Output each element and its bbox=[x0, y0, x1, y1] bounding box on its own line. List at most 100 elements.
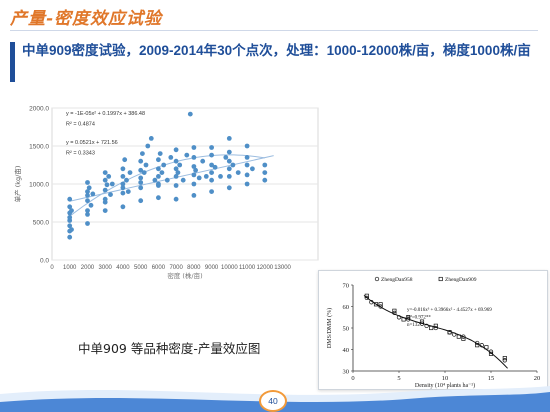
y-tick-label: 30 bbox=[343, 369, 350, 376]
regression-annotation: R²=0.972** bbox=[407, 315, 431, 321]
scatter-point bbox=[209, 177, 215, 183]
scatter-point bbox=[187, 111, 193, 117]
density-yield-scatter-svg: 0.0 500.0 1000.0 1500.0 2000.0 0 1000 2000 3000 4… bbox=[13, 106, 319, 280]
scatter-point bbox=[209, 145, 215, 150]
scatter-point bbox=[156, 166, 161, 172]
scatter-point bbox=[262, 162, 268, 168]
scatter-point bbox=[191, 164, 197, 169]
zhengdan909-point bbox=[401, 317, 406, 322]
zhengdan958-point bbox=[364, 295, 369, 301]
x-tick-label: 5000 bbox=[134, 265, 148, 271]
scatter-point bbox=[173, 196, 179, 202]
dms-density-inset-chart: 30 40 50 60 70 0 5 10 15 20 DMS/DMM (%) Density (10… bbox=[318, 270, 548, 390]
scatter-point bbox=[138, 198, 144, 204]
scatter-point bbox=[209, 152, 215, 158]
scatter-point bbox=[226, 174, 232, 179]
legend-label-zhengdan958: ZhengDan958 bbox=[381, 277, 413, 283]
zhengdan958-point bbox=[392, 310, 397, 316]
scatter-point bbox=[138, 158, 144, 164]
x-tick-label: 3000 bbox=[99, 265, 113, 271]
scatter-point bbox=[120, 204, 126, 210]
scatter-point bbox=[85, 208, 90, 213]
y-tick-label: 70 bbox=[343, 283, 350, 290]
x-tick-label: 10000 bbox=[221, 265, 238, 271]
scatter-point bbox=[120, 185, 126, 191]
scatter-point bbox=[173, 147, 179, 153]
zhengdan909-point bbox=[419, 319, 425, 324]
x-tick-label: 0 bbox=[50, 265, 54, 271]
scatter-point bbox=[191, 181, 197, 187]
scatter-point bbox=[230, 162, 236, 168]
legend-label-zhengdan909: ZhengDan909 bbox=[445, 277, 477, 283]
scatter-point bbox=[203, 174, 209, 179]
scatter-point bbox=[226, 158, 232, 164]
regression-annotation: y=-0.016x³ + 0.3966x² - 4.4527x + 69.969 bbox=[407, 307, 492, 313]
linear-trend-line bbox=[69, 155, 274, 202]
zhengdan909-point bbox=[484, 345, 489, 350]
scatter-point bbox=[148, 136, 154, 141]
x-tick-label: 2000 bbox=[81, 265, 95, 271]
zhengdan958-point bbox=[479, 343, 484, 348]
scatter-point bbox=[212, 164, 218, 170]
scatter-point bbox=[124, 177, 129, 183]
scatter-point bbox=[67, 223, 73, 229]
scatter-point bbox=[143, 162, 149, 168]
slide-subtitle: 中单909密度试验，2009-2014年30个点次，处理：1000-12000株… bbox=[22, 43, 531, 58]
zhengdan958-point bbox=[406, 317, 411, 322]
scatter-point bbox=[173, 183, 179, 188]
zhengdan958-point bbox=[424, 323, 429, 329]
scatter-point bbox=[168, 155, 174, 160]
scatter-point bbox=[156, 157, 161, 163]
density-yield-scatter-chart: 0.0 500.0 1000.0 1500.0 2000.0 0 1000 2000 3000 4… bbox=[10, 100, 330, 280]
dms-density-scatter-svg: 30 40 50 60 70 0 5 10 15 20 DMS/DMM (%) Density (10… bbox=[326, 276, 540, 389]
regression-annotation: y = -1E-05x² + 0.1997x + 386.48 bbox=[66, 111, 145, 117]
zhengdan958-point bbox=[461, 334, 466, 339]
scatter-point bbox=[85, 221, 90, 226]
x-tick-label: 6000 bbox=[152, 265, 166, 271]
scatter-point bbox=[180, 177, 186, 183]
zhengdan909-point bbox=[475, 343, 480, 348]
x-tick-label: 0 bbox=[351, 375, 354, 382]
x-tick-label: 13000 bbox=[274, 265, 291, 271]
scatter-point bbox=[85, 189, 90, 194]
scatter-point bbox=[164, 177, 170, 183]
x-tick-label: 11000 bbox=[239, 265, 256, 271]
scatter-point bbox=[244, 143, 250, 149]
scatter-point bbox=[196, 175, 202, 181]
zhengdan909-point bbox=[378, 302, 383, 307]
scatter-point bbox=[193, 167, 199, 173]
scatter-point bbox=[138, 180, 144, 185]
regression-annotation: R² = 0.4874 bbox=[66, 122, 95, 128]
y-tick-label: 60 bbox=[343, 304, 350, 311]
scatter-point bbox=[67, 196, 73, 202]
scatter-point bbox=[226, 166, 232, 172]
zhengdan958-point bbox=[502, 358, 507, 363]
scatter-point bbox=[191, 155, 197, 160]
scatter-point bbox=[173, 174, 179, 179]
zhengdan909-point bbox=[433, 323, 438, 328]
scatter-point bbox=[90, 191, 96, 197]
scatter-point bbox=[244, 155, 250, 160]
zhengdan909-point bbox=[406, 315, 411, 320]
x-tick-label: 15 bbox=[488, 375, 495, 382]
y-axis-label: DMS/DMM (%) bbox=[326, 308, 333, 348]
x-tick-label: 12000 bbox=[256, 265, 273, 271]
scatter-point bbox=[86, 185, 92, 191]
scatter-point bbox=[85, 212, 90, 217]
x-tick-label: 10 bbox=[442, 375, 449, 382]
legend-marker-zhengdan909 bbox=[438, 276, 443, 282]
page-number-badge: 40 bbox=[259, 390, 287, 412]
zhengdan958-point bbox=[419, 321, 425, 326]
x-axis-label: 密度 (株/亩) bbox=[167, 271, 202, 280]
x-tick-label: 7000 bbox=[169, 265, 183, 271]
zhengdan958-point bbox=[433, 325, 438, 331]
x-tick-label: 8000 bbox=[187, 265, 201, 271]
scatter-point bbox=[262, 177, 268, 183]
zhengdan909-point bbox=[456, 334, 461, 339]
scatter-point bbox=[120, 190, 126, 196]
scatter-point bbox=[138, 167, 144, 173]
scatter-point bbox=[173, 158, 179, 164]
scatter-point bbox=[191, 172, 197, 178]
scatter-point bbox=[191, 145, 197, 150]
y-tick-label: 50 bbox=[343, 326, 350, 333]
